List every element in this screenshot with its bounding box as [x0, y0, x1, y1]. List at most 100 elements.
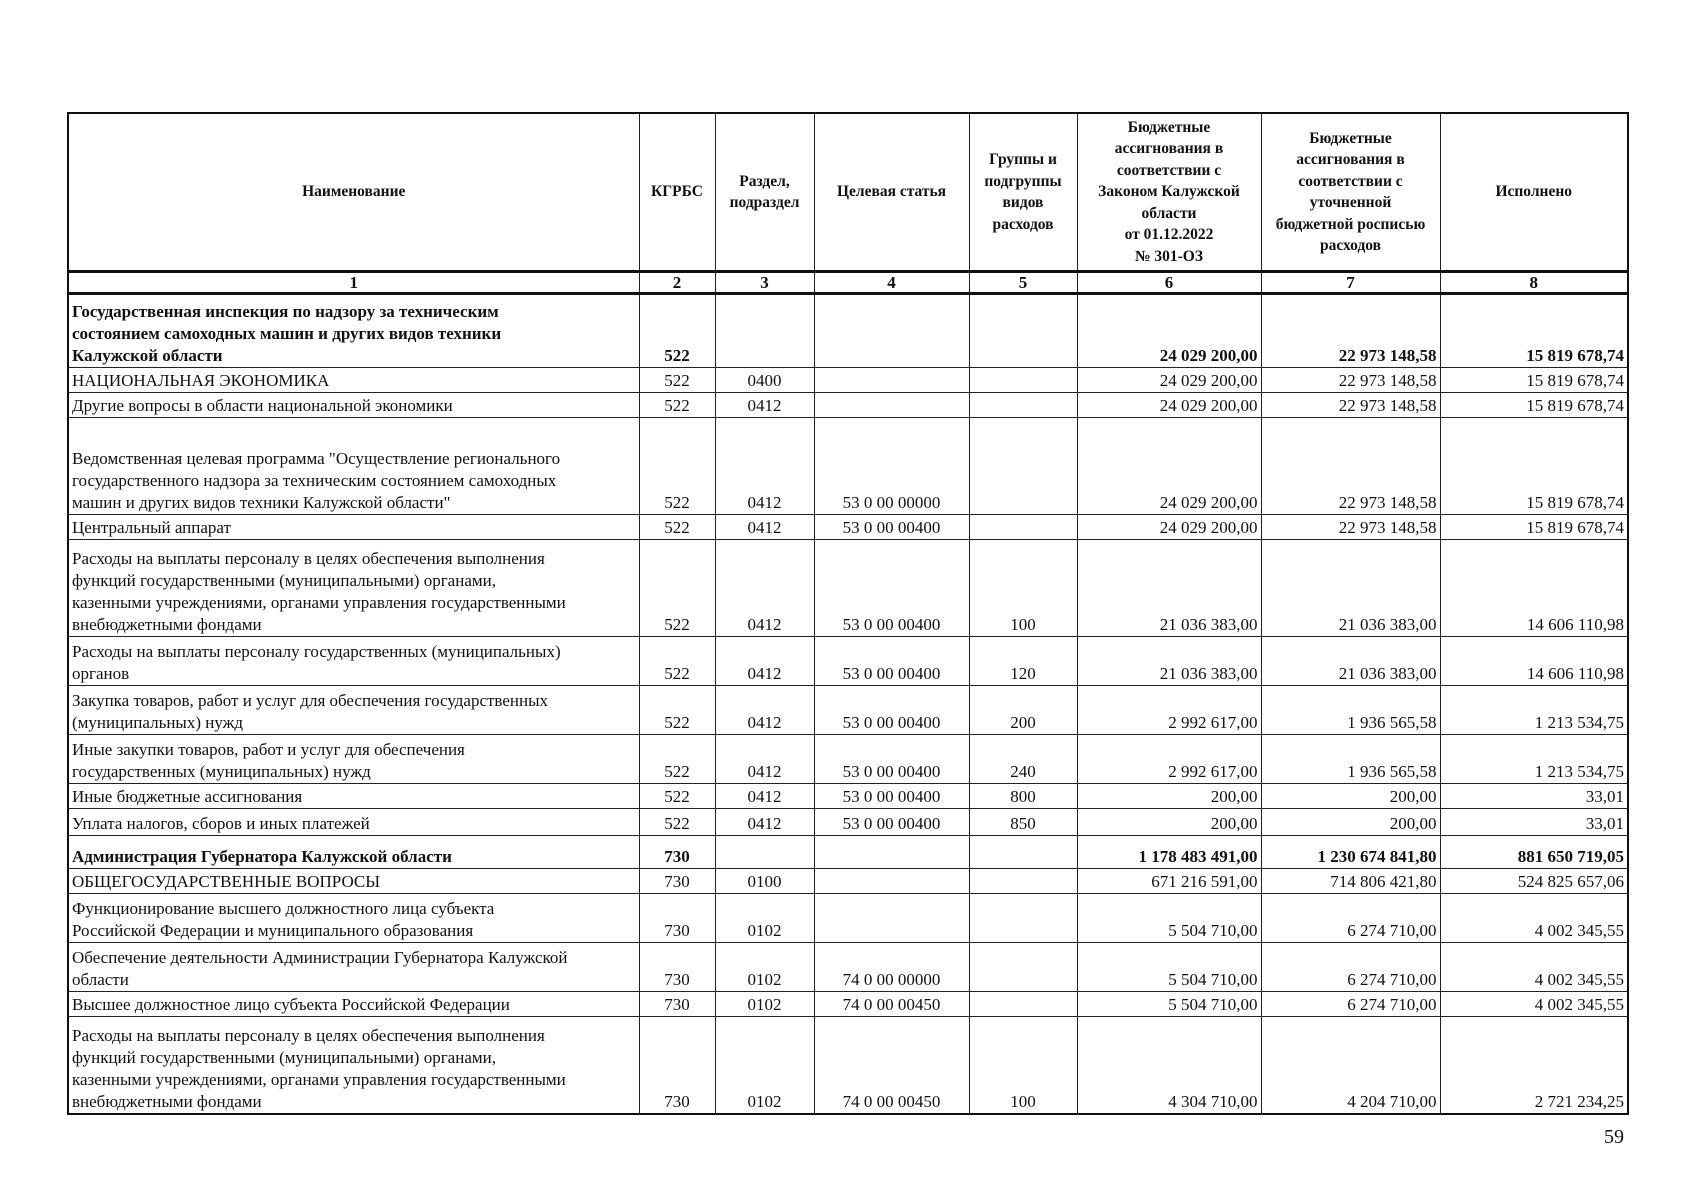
cell-name: Центральный аппарат: [67, 514, 640, 540]
cell-section: 0412: [714, 539, 815, 637]
cell-kgrbs: 522: [638, 539, 716, 637]
cell-executed: 4 002 345,55: [1439, 942, 1629, 992]
cell-executed: 14 606 110,98: [1439, 636, 1629, 686]
cell-law-allocation: 24 029 200,00: [1076, 392, 1262, 418]
cell-target-article: [813, 367, 970, 393]
cell-executed: 524 825 657,06: [1439, 868, 1629, 894]
cell-expense-group: [968, 514, 1078, 540]
header-executed: Исполнено: [1439, 112, 1629, 272]
cell-expense-group: 100: [968, 539, 1078, 637]
cell-expense-group: [968, 991, 1078, 1017]
cell-target-article: 53 0 00 00400: [813, 685, 970, 735]
cell-kgrbs: 730: [638, 991, 716, 1017]
header-row: Наименование КГРБС Раздел, подраздел Цел…: [67, 112, 1629, 272]
table-row: Иные бюджетные ассигнования 522 0412 53 0 0…: [67, 783, 1629, 809]
cell-name: Иные закупки товаров, работ и услуг для …: [67, 734, 640, 784]
table-row: Расходы на выплаты персоналу в целях обе…: [67, 1016, 1629, 1115]
table-row: Расходы на выплаты персоналу в целях обе…: [67, 539, 1629, 637]
cell-target-article: 53 0 00 00400: [813, 808, 970, 836]
cell-expense-group: 850: [968, 808, 1078, 836]
cell-kgrbs: 730: [638, 942, 716, 992]
cell-executed: 15 819 678,74: [1439, 417, 1629, 515]
cell-law-allocation: 4 304 710,00: [1076, 1016, 1262, 1115]
cell-name: НАЦИОНАЛЬНАЯ ЭКОНОМИКА: [67, 367, 640, 393]
table-row: Высшее должностное лицо субъекта Российс…: [67, 991, 1629, 1017]
cell-law-allocation: 21 036 383,00: [1076, 636, 1262, 686]
cell-target-article: 53 0 00 00400: [813, 539, 970, 637]
cell-name: Закупка товаров, работ и услуг для обесп…: [67, 685, 640, 735]
cell-name: Обеспечение деятельности Администрации Г…: [67, 942, 640, 992]
cell-executed: 4 002 345,55: [1439, 893, 1629, 943]
column-number: 4: [813, 270, 970, 295]
column-number: 5: [968, 270, 1078, 295]
cell-kgrbs: 730: [638, 893, 716, 943]
cell-revised-allocation: 22 973 148,58: [1260, 514, 1441, 540]
header-target-article: Целевая статья: [813, 112, 970, 272]
cell-law-allocation: 24 029 200,00: [1076, 417, 1262, 515]
cell-law-allocation: 200,00: [1076, 783, 1262, 809]
cell-executed: 881 650 719,05: [1439, 835, 1629, 869]
cell-revised-allocation: 1 936 565,58: [1260, 734, 1441, 784]
cell-expense-group: [968, 835, 1078, 869]
cell-revised-allocation: 22 973 148,58: [1260, 392, 1441, 418]
cell-expense-group: [968, 392, 1078, 418]
header-law-allocations: Бюджетные ассигнования в соответствии с …: [1076, 112, 1262, 272]
cell-law-allocation: 5 504 710,00: [1076, 942, 1262, 992]
cell-expense-group: 100: [968, 1016, 1078, 1115]
table-row: Администрация Губернатора Калужской обла…: [67, 835, 1629, 869]
cell-law-allocation: 24 029 200,00: [1076, 367, 1262, 393]
cell-expense-group: 800: [968, 783, 1078, 809]
cell-section: 0412: [714, 417, 815, 515]
cell-law-allocation: 24 029 200,00: [1076, 293, 1262, 368]
page-number: 59: [1604, 1126, 1624, 1148]
cell-section: 0400: [714, 367, 815, 393]
cell-name: Государственная инспекция по надзору за …: [67, 293, 640, 368]
cell-name: Функционирование высшего должностного ли…: [67, 893, 640, 943]
cell-kgrbs: 730: [638, 868, 716, 894]
cell-section: 0412: [714, 392, 815, 418]
cell-section: 0100: [714, 868, 815, 894]
table-row: Государственная инспекция по надзору за …: [67, 293, 1629, 368]
cell-law-allocation: 21 036 383,00: [1076, 539, 1262, 637]
table-row: Другие вопросы в области национальной эк…: [67, 392, 1629, 418]
table-row: Обеспечение деятельности Администрации Г…: [67, 942, 1629, 992]
table-row: Закупка товаров, работ и услуг для обесп…: [67, 685, 1629, 735]
header-revised-allocations: Бюджетные ассигнования в соответствии с …: [1260, 112, 1441, 272]
cell-executed: 33,01: [1439, 808, 1629, 836]
header-section: Раздел, подраздел: [714, 112, 815, 272]
cell-executed: 14 606 110,98: [1439, 539, 1629, 637]
cell-executed: 2 721 234,25: [1439, 1016, 1629, 1115]
cell-law-allocation: 24 029 200,00: [1076, 514, 1262, 540]
table-body: Государственная инспекция по надзору за …: [67, 293, 1629, 1115]
cell-target-article: [813, 392, 970, 418]
column-number: 1: [67, 270, 640, 295]
cell-target-article: [813, 893, 970, 943]
cell-revised-allocation: 1 936 565,58: [1260, 685, 1441, 735]
cell-revised-allocation: 4 204 710,00: [1260, 1016, 1441, 1115]
table-row: Уплата налогов, сборов и иных платежей 52…: [67, 808, 1629, 836]
column-number: 6: [1076, 270, 1262, 295]
cell-section: 0102: [714, 1016, 815, 1115]
cell-executed: 1 213 534,75: [1439, 734, 1629, 784]
cell-kgrbs: 522: [638, 514, 716, 540]
cell-target-article: [813, 293, 970, 368]
cell-name: Расходы на выплаты персоналу государстве…: [67, 636, 640, 686]
cell-section: 0412: [714, 685, 815, 735]
table-row: Ведомственная целевая программа "Осущест…: [67, 417, 1629, 515]
cell-name: ОБЩЕГОСУДАРСТВЕННЫЕ ВОПРОСЫ: [67, 868, 640, 894]
cell-executed: 4 002 345,55: [1439, 991, 1629, 1017]
cell-expense-group: [968, 893, 1078, 943]
cell-revised-allocation: 200,00: [1260, 808, 1441, 836]
cell-name: Иные бюджетные ассигнования: [67, 783, 640, 809]
cell-section: [714, 293, 815, 368]
cell-target-article: 53 0 00 00400: [813, 734, 970, 784]
cell-kgrbs: 522: [638, 808, 716, 836]
cell-revised-allocation: 21 036 383,00: [1260, 539, 1441, 637]
cell-section: 0412: [714, 734, 815, 784]
cell-target-article: 74 0 00 00000: [813, 942, 970, 992]
cell-law-allocation: 2 992 617,00: [1076, 734, 1262, 784]
cell-kgrbs: 522: [638, 367, 716, 393]
table-row: Расходы на выплаты персоналу государстве…: [67, 636, 1629, 686]
table-row: ОБЩЕГОСУДАРСТВЕННЫЕ ВОПРОСЫ 730 0100 671 21…: [67, 868, 1629, 894]
cell-revised-allocation: 1 230 674 841,80: [1260, 835, 1441, 869]
